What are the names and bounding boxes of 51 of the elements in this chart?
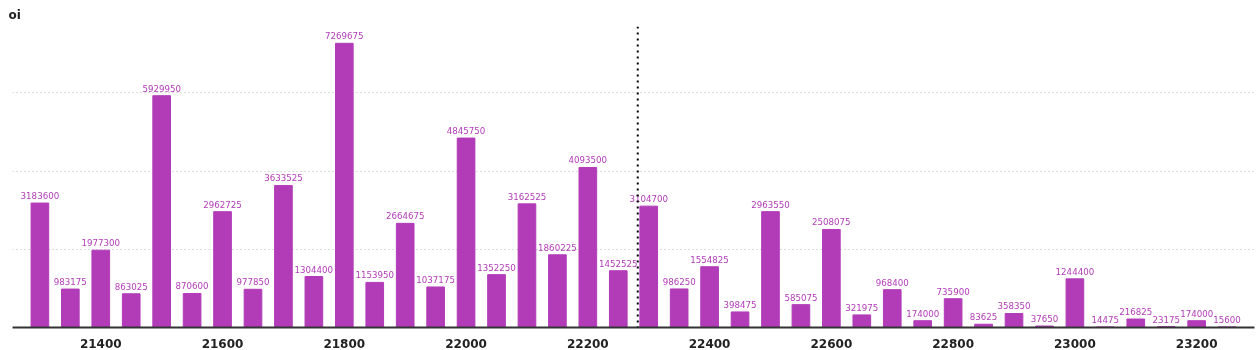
data-label: 3104700 <box>629 194 669 205</box>
data-label: 321975 <box>845 302 879 313</box>
data-label: 735900 <box>936 286 970 297</box>
data-label: 983175 <box>53 277 87 288</box>
x-tick-label: 21400 <box>79 336 122 350</box>
data-label: 174000 <box>1180 308 1214 319</box>
data-label: 863025 <box>114 281 148 292</box>
data-label: 870600 <box>175 281 209 292</box>
data-label: 2963550 <box>751 199 790 210</box>
data-label: 358350 <box>997 301 1031 312</box>
data-label: 977850 <box>236 277 270 288</box>
data-label: 1153950 <box>355 270 395 281</box>
x-tick-label: 23200 <box>1175 336 1218 350</box>
x-tick-label: 22200 <box>566 336 609 350</box>
data-label: 1860225 <box>538 242 577 253</box>
data-label: 2508075 <box>812 217 851 228</box>
data-label: 1452525 <box>599 258 638 269</box>
data-label: 3183600 <box>20 191 60 202</box>
data-label: 174000 <box>906 308 940 319</box>
data-label: 4845750 <box>446 126 486 137</box>
x-tick-label: 22600 <box>810 336 853 350</box>
x-tick-label: 22800 <box>932 336 975 350</box>
data-label: 1304400 <box>294 264 334 275</box>
data-label: 14475 <box>1091 314 1120 325</box>
data-label: 4093500 <box>568 155 608 166</box>
x-tick-label: 23000 <box>1054 336 1096 350</box>
data-label: 968400 <box>875 277 909 288</box>
data-label: 2664675 <box>385 211 425 222</box>
x-tick-label: 22000 <box>445 336 487 350</box>
y-axis-title: oi <box>8 7 21 22</box>
data-label: 37650 <box>1030 314 1059 325</box>
data-label: 7269675 <box>325 31 364 42</box>
data-label: 1977300 <box>81 238 121 249</box>
x-tick-label: 21600 <box>201 336 244 350</box>
x-tick-label: 21800 <box>323 336 366 350</box>
data-label: 986250 <box>662 276 696 287</box>
data-label: 1037175 <box>416 274 455 285</box>
data-label: 1244400 <box>1055 266 1095 277</box>
data-label: 3162525 <box>507 191 547 202</box>
data-label: 23175 <box>1152 314 1180 325</box>
data-label: 1554825 <box>690 254 729 265</box>
data-label: 15600 <box>1213 314 1241 325</box>
data-label: 398475 <box>723 299 757 310</box>
x-tick-label: 22400 <box>688 336 731 350</box>
data-label: 1352250 <box>477 262 516 273</box>
data-label: 83625 <box>969 312 998 323</box>
data-label: 5929950 <box>142 83 181 94</box>
data-label: 2962725 <box>203 199 242 210</box>
data-label: 3633525 <box>264 173 303 184</box>
data-label: 216825 <box>1119 307 1153 318</box>
data-label: 585075 <box>784 292 818 303</box>
